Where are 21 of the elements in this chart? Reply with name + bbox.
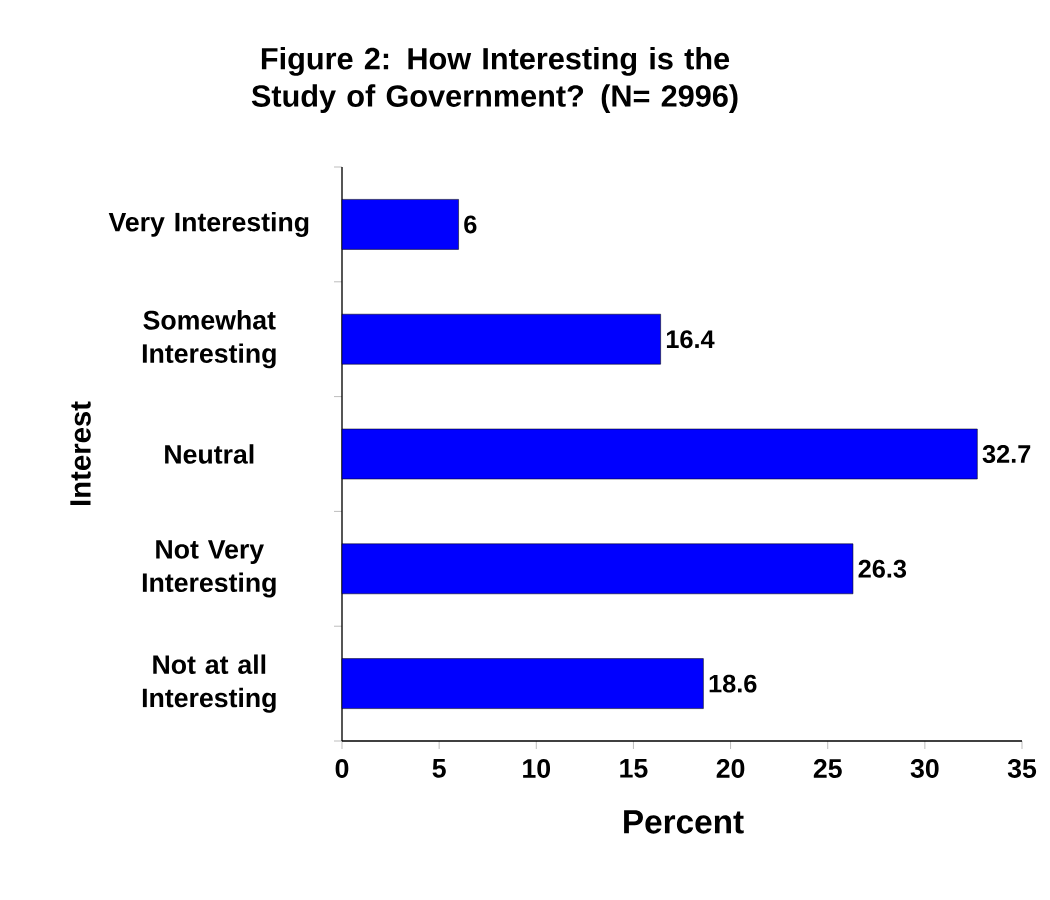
data-label: 16.4 (666, 330, 715, 349)
chart-title: Figure 2: How Interesting is the Study of Government? (N= 2996) (251, 47, 738, 113)
y-tick-label: Somewhat Interesting (142, 310, 276, 369)
data-label: 18.6 (709, 674, 757, 693)
x-tick-label: 25 (813, 759, 842, 778)
x-axis-title: Percent (624, 810, 744, 834)
y-axis-title: Interest (70, 401, 91, 506)
x-tick-label: 35 (1007, 759, 1037, 778)
y-tick-label: Not Very Interesting (142, 540, 276, 598)
x-tick-label: 30 (910, 759, 939, 778)
y-tick-label: Not at all Interesting (142, 654, 276, 713)
data-label: 6 (464, 215, 477, 234)
y-tick-label: Very Interesting (108, 211, 309, 237)
x-tick-label: 5 (432, 759, 446, 778)
x-tick-label: 0 (335, 759, 349, 778)
data-label: 32.7 (982, 445, 1031, 463)
x-tick-label: 20 (716, 759, 745, 778)
y-tick-label: Neutral (165, 444, 254, 464)
x-tick-label: 15 (620, 759, 648, 778)
x-tick-label: 10 (523, 759, 551, 778)
data-label: 26.3 (858, 559, 907, 578)
